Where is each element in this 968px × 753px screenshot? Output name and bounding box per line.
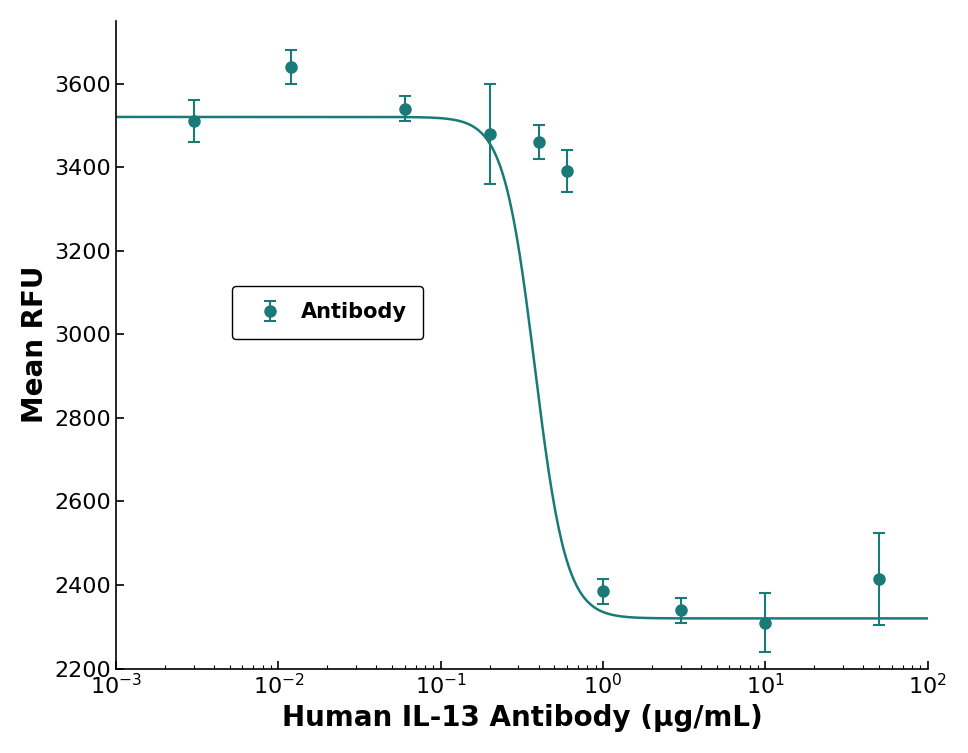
Legend: Antibody: Antibody <box>232 285 423 339</box>
Y-axis label: Mean RFU: Mean RFU <box>21 266 48 423</box>
X-axis label: Human IL-13 Antibody (µg/mL): Human IL-13 Antibody (µg/mL) <box>282 704 763 732</box>
